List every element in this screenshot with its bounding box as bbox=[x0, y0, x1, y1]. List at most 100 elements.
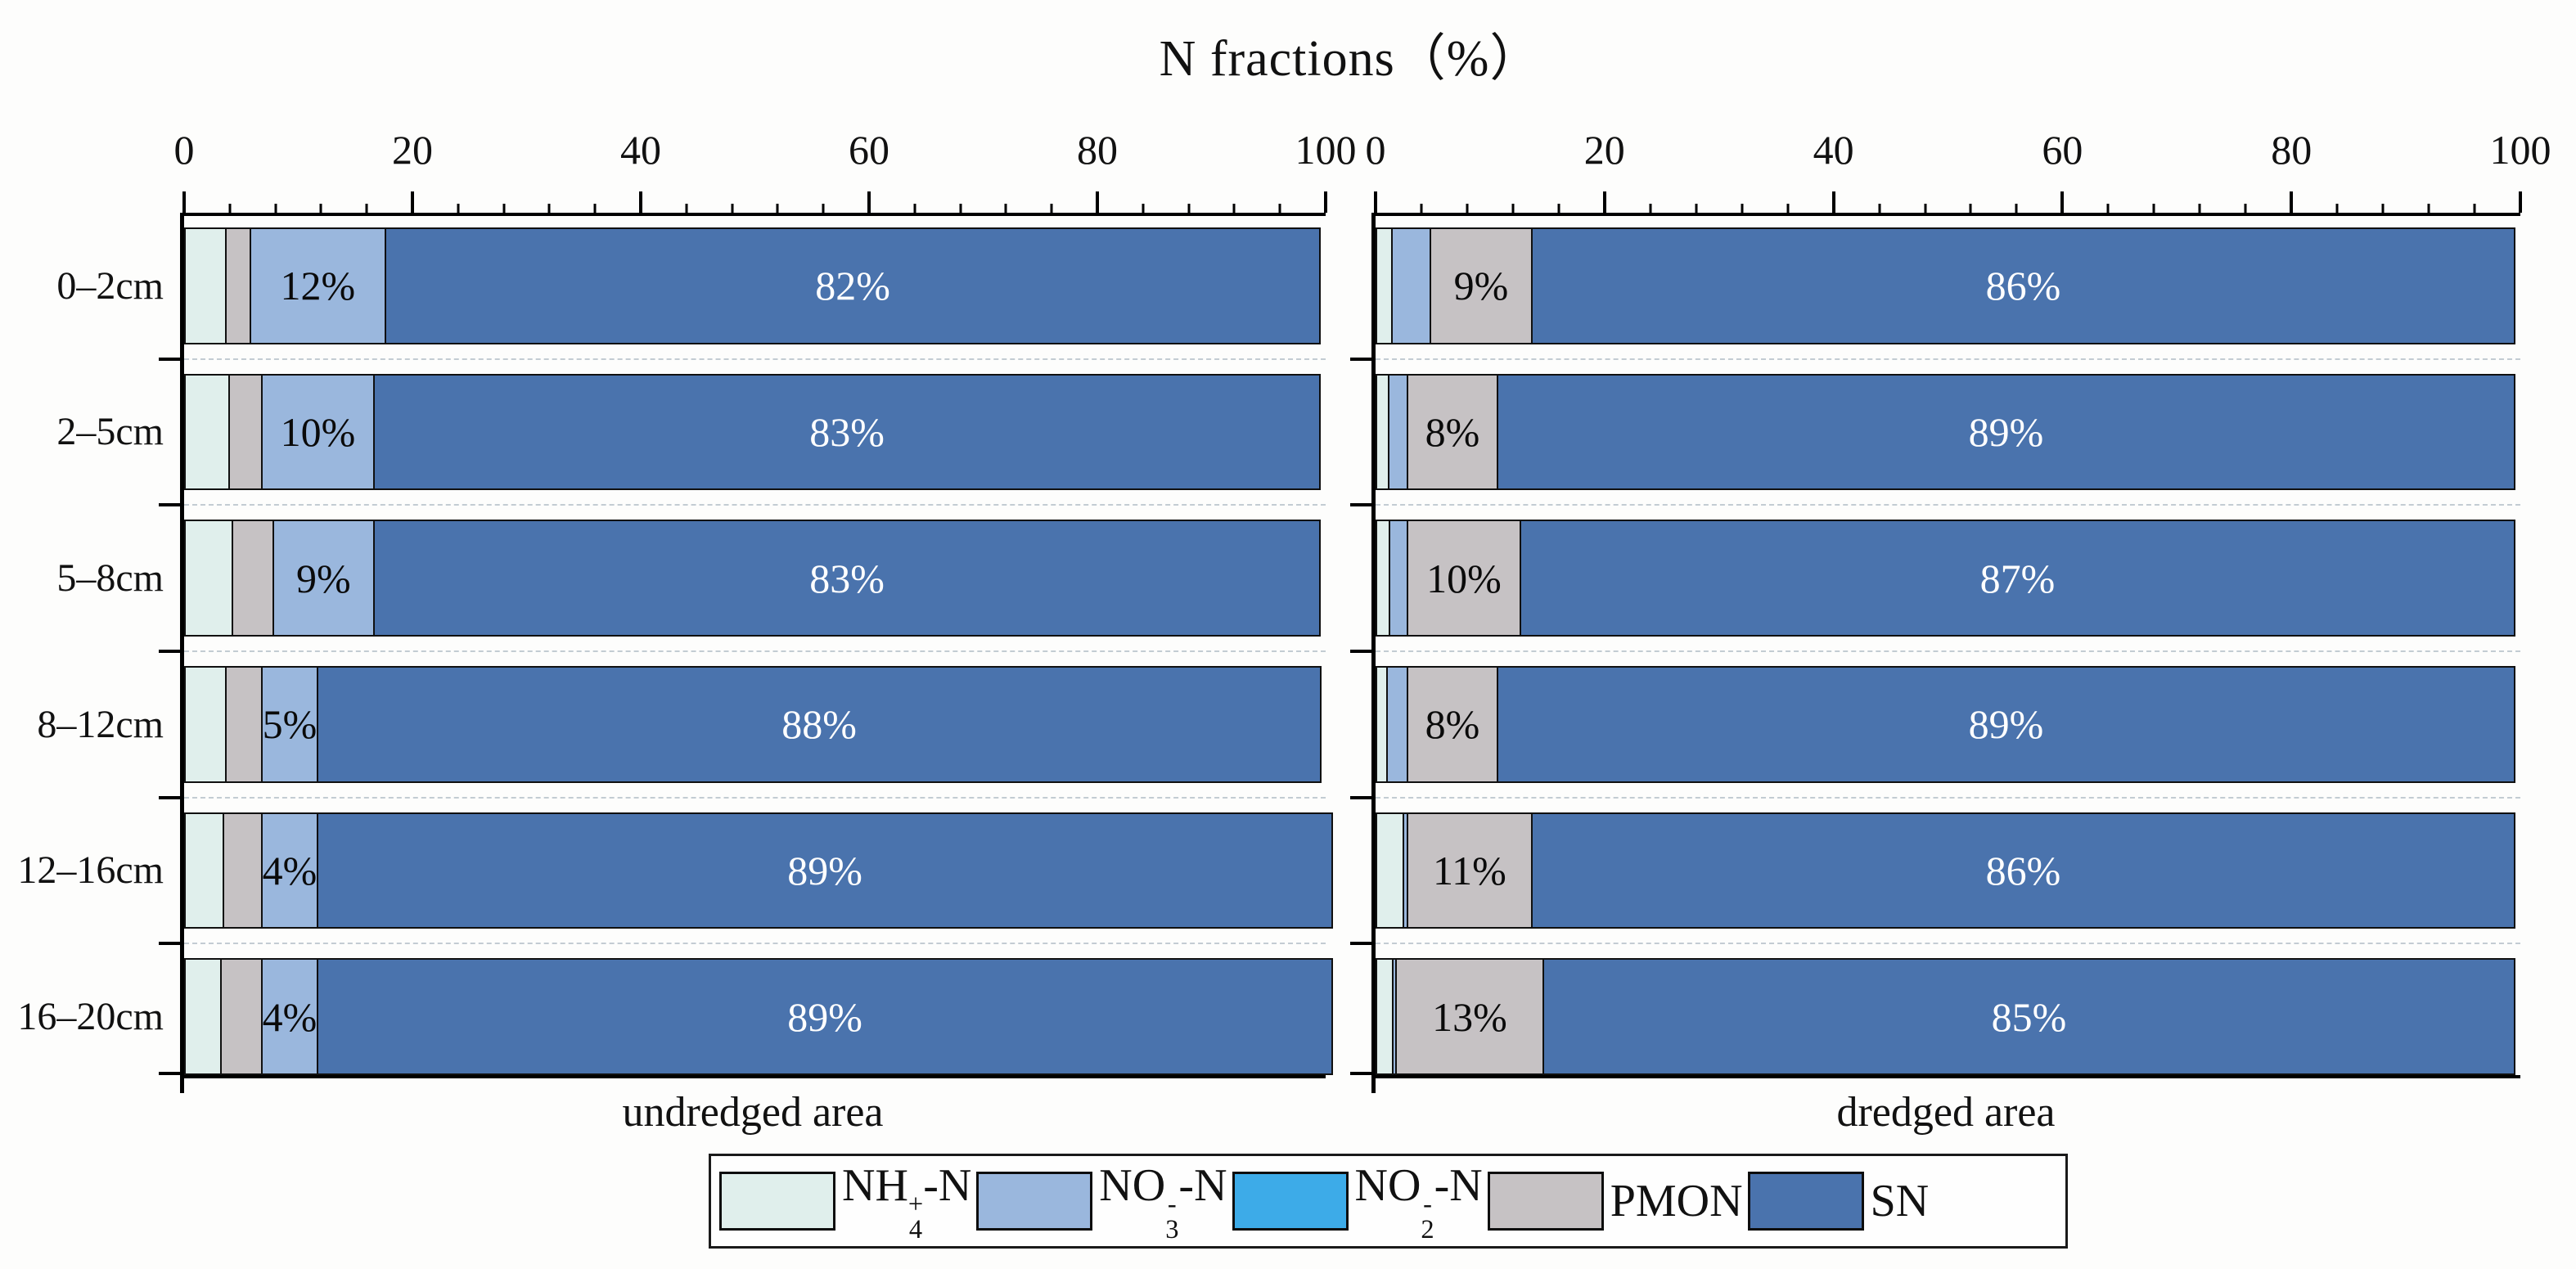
x-axis-minor-tick bbox=[1420, 204, 1423, 214]
segment-value-label: 87% bbox=[1979, 555, 2056, 601]
x-axis-tick-label: 0 bbox=[1365, 127, 1386, 173]
bar-segment-pmon: 10% bbox=[1406, 520, 1521, 637]
x-axis-major-tick bbox=[182, 191, 186, 213]
x-axis-minor-tick bbox=[2335, 204, 2339, 214]
legend-sub-sup: -3 bbox=[1165, 1189, 1179, 1244]
category-label: 2–5cm bbox=[56, 410, 164, 454]
bar-segment-sn: 83% bbox=[373, 373, 1321, 491]
legend-label: NH +4 -N bbox=[842, 1160, 972, 1244]
x-axis-minor-tick bbox=[1142, 204, 1145, 214]
y-axis-tick bbox=[1350, 1072, 1371, 1075]
x-axis-minor-tick bbox=[731, 204, 734, 214]
x-axis-minor-tick bbox=[2198, 204, 2201, 214]
bar-segment-pmon: 11% bbox=[1406, 812, 1533, 929]
bar-segment-sn: 85% bbox=[1542, 958, 2515, 1075]
y-axis-bottom-tick bbox=[180, 1075, 184, 1093]
group-separator-dashed-line bbox=[1376, 796, 2520, 799]
x-axis-minor-tick bbox=[2427, 204, 2430, 214]
bar-row: 8% 89% bbox=[1376, 373, 2520, 491]
y-axis-tick bbox=[1350, 650, 1371, 653]
legend-sub-sup: +4 bbox=[907, 1189, 924, 1244]
x-axis-minor-tick bbox=[1004, 204, 1007, 214]
group-separator-dashed-line bbox=[1376, 504, 2520, 506]
segment-value-label: 12% bbox=[280, 263, 356, 309]
y-axis-tick bbox=[1350, 357, 1371, 361]
x-axis-minor-tick bbox=[2015, 204, 2018, 214]
bar-segment-no3: 4% bbox=[260, 812, 319, 929]
x-axis-minor-tick bbox=[2244, 204, 2247, 214]
x-axis-minor-tick bbox=[457, 204, 460, 214]
bar-segment-sn: 87% bbox=[1519, 520, 2515, 637]
bar-segment-sn: 89% bbox=[1496, 373, 2515, 491]
bar-row: 10% 87% bbox=[1376, 520, 2520, 637]
y-axis-tick bbox=[159, 357, 180, 361]
y-axis-tick bbox=[159, 942, 180, 946]
x-axis-minor-tick bbox=[2381, 204, 2385, 214]
x-axis-major-tick bbox=[639, 191, 642, 213]
x-axis-tick-label: 40 bbox=[620, 127, 661, 173]
legend-swatch-sn bbox=[1747, 1172, 1864, 1231]
category-label: 16–20cm bbox=[17, 995, 164, 1039]
panel-label-undredged: undredged area bbox=[622, 1089, 884, 1136]
bar-segment-sn: 88% bbox=[317, 666, 1322, 783]
legend-label: PMON bbox=[1610, 1176, 1743, 1226]
group-separator-dashed-line bbox=[1376, 358, 2520, 360]
x-axis-minor-tick bbox=[1511, 204, 1515, 214]
y-axis-tick bbox=[159, 795, 180, 799]
y-axis-tick bbox=[1350, 503, 1371, 507]
bar-row: 11% 86% bbox=[1376, 812, 2520, 929]
group-separator-dashed-line bbox=[184, 504, 1326, 506]
group-separator-dashed-line bbox=[184, 943, 1326, 945]
legend-label: NO -3 -N bbox=[1099, 1160, 1227, 1244]
segment-value-label: 83% bbox=[809, 555, 885, 601]
x-axis-tick-label: 100 bbox=[1295, 127, 1357, 173]
x-axis-minor-tick bbox=[547, 204, 551, 214]
segment-value-label: 83% bbox=[809, 408, 885, 455]
x-axis-minor-tick bbox=[1786, 204, 1790, 214]
bar-segment-nh4 bbox=[184, 666, 227, 783]
x-axis-minor-tick bbox=[1878, 204, 1881, 214]
x-axis-major-tick bbox=[411, 191, 414, 213]
bar-segment-no3: 5% bbox=[260, 666, 319, 783]
bar-segment-pmon: 8% bbox=[1406, 666, 1498, 783]
x-axis-minor-tick bbox=[822, 204, 825, 214]
x-axis-tick-label: 60 bbox=[849, 127, 889, 173]
x-axis-minor-tick bbox=[1741, 204, 1744, 214]
legend-item-sn: SN bbox=[1747, 1172, 1934, 1231]
segment-value-label: 4% bbox=[262, 993, 317, 1040]
y-axis-category-labels: 0–2cm 2–5cm 5–8cm 8–12cm 12–16cm 16–20cm bbox=[0, 216, 164, 1075]
segment-value-label: 8% bbox=[1425, 408, 1480, 455]
segment-value-label: 86% bbox=[1985, 847, 2061, 893]
legend-swatch-no2 bbox=[1232, 1171, 1349, 1231]
bar-segment-pmon bbox=[231, 520, 274, 637]
group-separator-dashed-line bbox=[1376, 943, 2520, 945]
bar-segment-nh4 bbox=[1376, 227, 1393, 344]
legend-item-pmon: PMON bbox=[1487, 1172, 1748, 1231]
bar-segment-nh4 bbox=[1376, 958, 1394, 1075]
group-separator-dashed-line bbox=[184, 358, 1326, 360]
segment-value-label: 9% bbox=[296, 555, 351, 601]
x-axis-minor-tick bbox=[1695, 204, 1698, 214]
x-axis-minor-tick bbox=[228, 204, 232, 214]
segment-value-label: 8% bbox=[1425, 701, 1480, 748]
bar-row: 4% 89% bbox=[184, 958, 1333, 1075]
x-axis-minor-tick bbox=[685, 204, 688, 214]
x-axis-major-tick bbox=[2060, 191, 2065, 213]
bar-segment-pmon: 13% bbox=[1394, 958, 1544, 1075]
y-axis-tick bbox=[159, 650, 180, 653]
x-axis-minor-tick bbox=[1278, 204, 1281, 214]
panel-label-dredged: dredged area bbox=[1836, 1089, 2056, 1136]
chart-title: N fractions（%） bbox=[1159, 31, 1542, 87]
legend-item-nh4: NH +4 -N bbox=[719, 1159, 976, 1244]
x-axis-major-tick bbox=[2290, 191, 2294, 213]
bar-segment-no3 bbox=[1390, 227, 1431, 344]
category-label: 0–2cm bbox=[56, 263, 164, 308]
category-label: 5–8cm bbox=[56, 556, 164, 601]
plot-area-undredged: 0 20 40 60 80 100 12% 82% 10% 83% 9% 83% 5% 88% 4% 89% 4… bbox=[159, 127, 1357, 1093]
y-axis-bottom-tick bbox=[1371, 1075, 1376, 1093]
bar-row: 5% 88% bbox=[184, 666, 1326, 783]
bar-row: 13% 85% bbox=[1376, 958, 2520, 1075]
x-axis-tick-label: 20 bbox=[1583, 127, 1625, 173]
x-axis-major-tick bbox=[867, 191, 871, 213]
x-axis-tick-label: 80 bbox=[1077, 127, 1118, 173]
